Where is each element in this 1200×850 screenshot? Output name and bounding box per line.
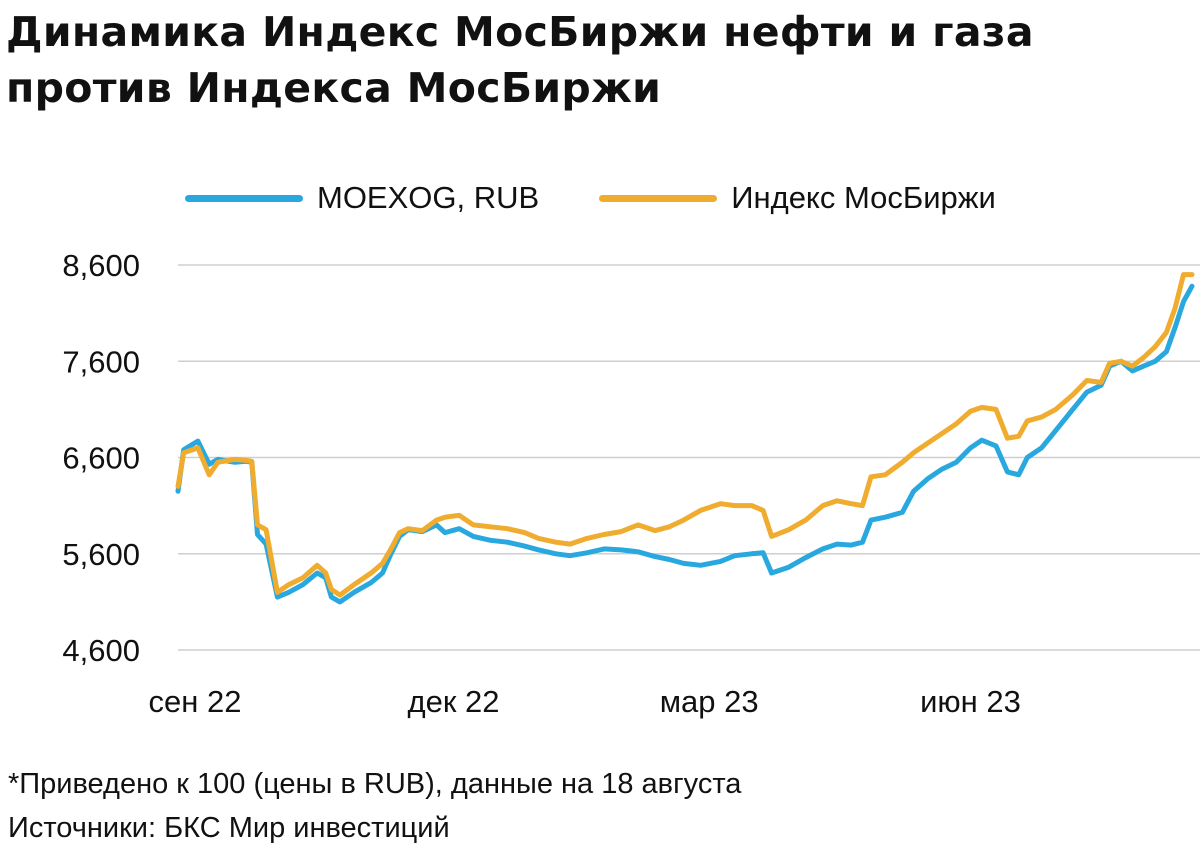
legend-label-imoex: Индекс МосБиржи (731, 180, 996, 215)
x-tick-label: сен 22 (149, 684, 242, 719)
legend-item-moexog: MOEXOG, RUB (185, 180, 539, 216)
y-tick-label: 7,600 (62, 344, 140, 379)
y-tick-label: 8,600 (62, 248, 140, 283)
chart-footnote: *Приведено к 100 (цены в RUB), данные на… (8, 768, 742, 800)
legend-item-imoex: Индекс МосБиржи (599, 180, 996, 216)
series-line-1 (175, 283, 1195, 605)
chart-source: Источники: БКС Мир инвестиций (8, 812, 450, 844)
chart-title: Динамика Индекс МосБиржи нефти и газа пр… (6, 8, 1034, 112)
legend-swatch-imoex (599, 194, 718, 202)
y-tick-label: 6,600 (62, 441, 140, 476)
x-tick-label: мар 23 (660, 684, 759, 719)
legend-label-moexog: MOEXOG, RUB (317, 180, 540, 215)
line-chart: 8,600 7,600 6,600 5,600 4,600 сен 22 дек 22 мар… (62, 248, 1200, 719)
chart-legend: MOEXOG, RUB Индекс МосБиржи (185, 178, 1056, 218)
x-tick-label: июн 23 (920, 684, 1021, 719)
legend-swatch-moexog (185, 194, 303, 202)
x-tick-label: дек 22 (408, 684, 500, 719)
series-line-2 (175, 272, 1195, 598)
y-tick-label: 5,600 (62, 537, 140, 572)
y-tick-label: 4,600 (62, 633, 140, 668)
